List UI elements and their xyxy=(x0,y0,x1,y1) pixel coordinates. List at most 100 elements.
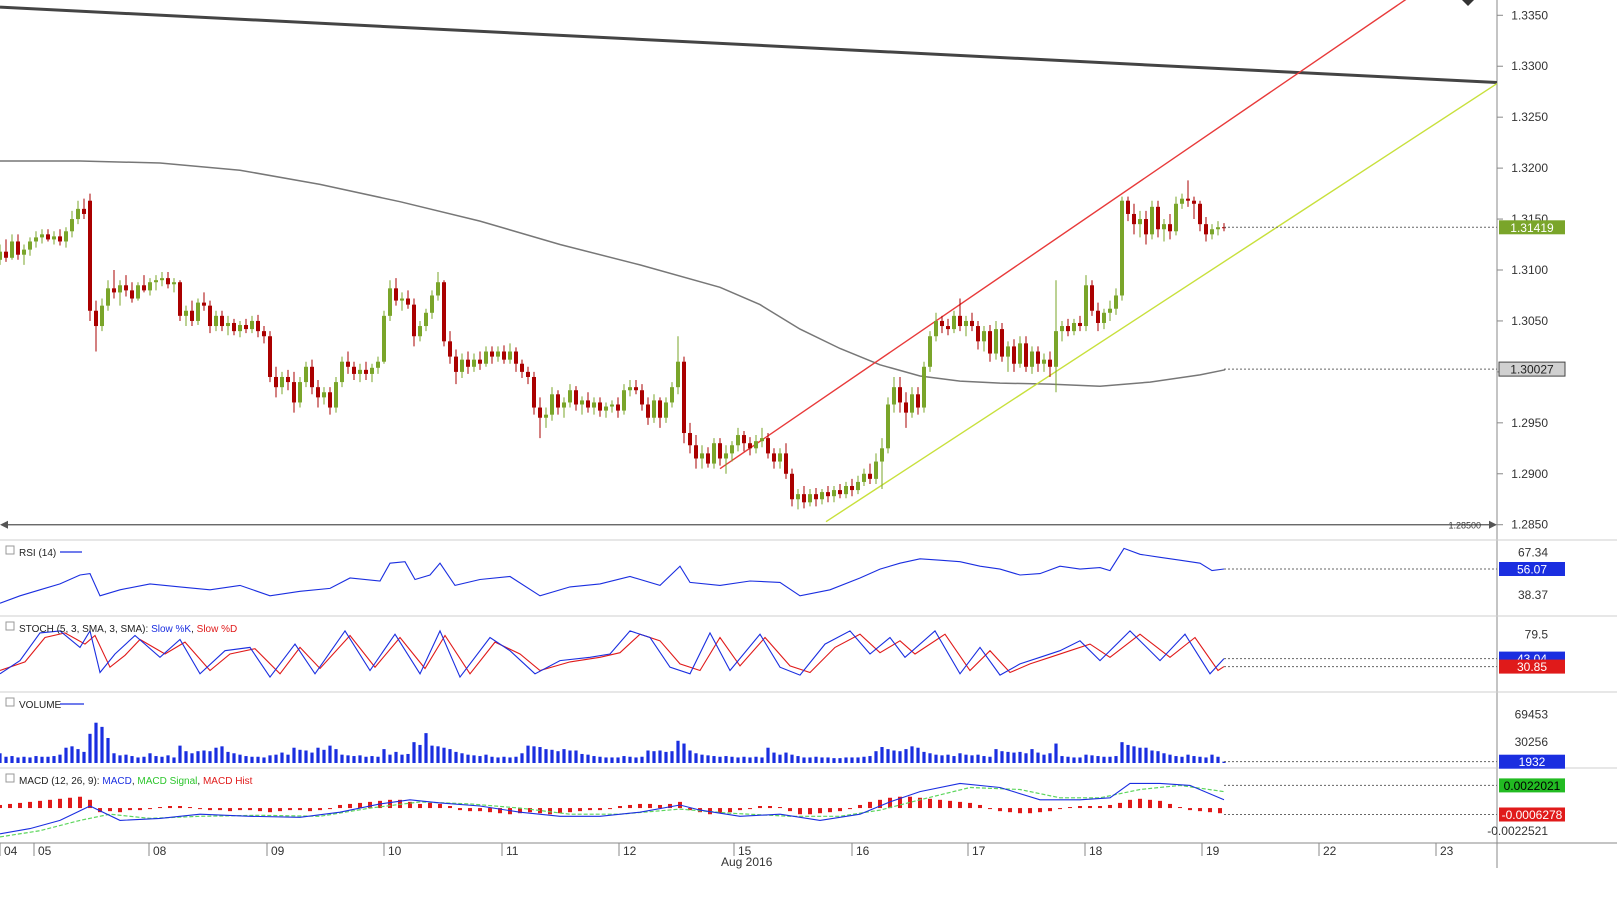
candle[interactable] xyxy=(652,394,656,423)
candle[interactable] xyxy=(526,366,530,385)
candle[interactable] xyxy=(934,312,938,342)
candle[interactable] xyxy=(928,331,932,372)
candle[interactable] xyxy=(1048,351,1052,377)
candle[interactable] xyxy=(448,331,452,364)
candle[interactable] xyxy=(430,290,434,319)
candle[interactable] xyxy=(994,320,998,360)
candle[interactable] xyxy=(556,390,560,415)
channel-upper-line[interactable] xyxy=(719,0,1420,470)
candle[interactable] xyxy=(766,433,770,459)
candle[interactable] xyxy=(100,298,104,332)
candle[interactable] xyxy=(238,320,242,338)
candle[interactable] xyxy=(1180,193,1184,209)
candle[interactable] xyxy=(28,237,32,256)
candle[interactable] xyxy=(232,318,236,336)
candle[interactable] xyxy=(196,298,200,326)
candle[interactable] xyxy=(1102,308,1106,330)
candle[interactable] xyxy=(226,315,230,336)
candle[interactable] xyxy=(34,231,38,248)
candle[interactable] xyxy=(586,392,590,413)
macd-collapse-icon[interactable] xyxy=(5,773,15,783)
candle[interactable] xyxy=(916,387,920,415)
candle[interactable] xyxy=(4,239,8,262)
candle[interactable] xyxy=(856,475,860,495)
candle[interactable] xyxy=(388,280,392,321)
candle[interactable] xyxy=(940,315,944,334)
candle[interactable] xyxy=(154,275,158,291)
candle[interactable] xyxy=(892,376,896,413)
resistance-trendline[interactable] xyxy=(0,5,1498,85)
candle[interactable] xyxy=(322,387,326,405)
candle[interactable] xyxy=(952,310,956,334)
candle[interactable] xyxy=(646,397,650,425)
candle[interactable] xyxy=(1192,196,1196,220)
candle[interactable] xyxy=(658,397,662,428)
candle[interactable] xyxy=(706,447,710,468)
candle[interactable] xyxy=(172,278,176,293)
channel-lower-line[interactable] xyxy=(825,82,1498,523)
candle[interactable] xyxy=(838,483,842,499)
candle[interactable] xyxy=(442,280,446,347)
rsi-collapse-icon[interactable] xyxy=(5,545,15,555)
candle[interactable] xyxy=(202,292,206,311)
candle[interactable] xyxy=(370,363,374,383)
candle[interactable] xyxy=(274,366,278,398)
candle[interactable] xyxy=(520,359,524,378)
candle[interactable] xyxy=(862,468,866,486)
candle[interactable] xyxy=(670,382,674,408)
candle[interactable] xyxy=(754,435,758,454)
candle[interactable] xyxy=(1018,336,1022,368)
candle[interactable] xyxy=(880,438,884,490)
candle[interactable] xyxy=(1150,200,1154,240)
candle[interactable] xyxy=(538,397,542,439)
rsi-panel[interactable]: 67.34 38.37 56.07 xyxy=(0,545,1565,604)
candle[interactable] xyxy=(1120,196,1124,301)
candle[interactable] xyxy=(688,422,692,454)
candle[interactable] xyxy=(1108,300,1112,321)
candle[interactable] xyxy=(244,318,248,334)
candle[interactable] xyxy=(616,397,620,418)
candle[interactable] xyxy=(394,278,398,306)
candle[interactable] xyxy=(268,331,272,383)
candle[interactable] xyxy=(826,486,830,503)
candle[interactable] xyxy=(922,361,926,413)
candle[interactable] xyxy=(46,229,50,242)
candle[interactable] xyxy=(958,298,962,332)
candle[interactable] xyxy=(820,489,824,505)
candle[interactable] xyxy=(502,345,506,364)
candle[interactable] xyxy=(874,453,878,484)
candle[interactable] xyxy=(1042,353,1046,372)
candle[interactable] xyxy=(562,397,566,418)
candle[interactable] xyxy=(946,318,950,336)
candle[interactable] xyxy=(1210,224,1214,240)
candle[interactable] xyxy=(622,384,626,415)
candle[interactable] xyxy=(676,336,680,395)
candle[interactable] xyxy=(724,445,728,474)
candle[interactable] xyxy=(52,231,56,245)
candle[interactable] xyxy=(412,298,416,347)
candle[interactable] xyxy=(1084,275,1088,332)
candle[interactable] xyxy=(70,210,74,238)
candle[interactable] xyxy=(1072,318,1076,336)
candle[interactable] xyxy=(16,234,20,260)
candle[interactable] xyxy=(160,272,164,287)
candle[interactable] xyxy=(466,351,470,374)
candle[interactable] xyxy=(634,380,638,395)
candle[interactable] xyxy=(832,486,836,503)
candle[interactable] xyxy=(298,376,302,408)
candle[interactable] xyxy=(64,227,68,248)
candle[interactable] xyxy=(886,397,890,454)
candle[interactable] xyxy=(214,310,218,332)
candle[interactable] xyxy=(748,437,752,456)
candle[interactable] xyxy=(472,353,476,372)
candle[interactable] xyxy=(178,280,182,321)
candle[interactable] xyxy=(796,489,800,510)
scroll-end-marker-icon[interactable] xyxy=(1462,0,1474,6)
candle[interactable] xyxy=(142,275,146,293)
candle[interactable] xyxy=(544,407,548,428)
candle[interactable] xyxy=(358,363,362,383)
candle[interactable] xyxy=(592,397,596,415)
candle[interactable] xyxy=(148,278,152,296)
candle[interactable] xyxy=(22,244,26,265)
candle[interactable] xyxy=(550,387,554,421)
